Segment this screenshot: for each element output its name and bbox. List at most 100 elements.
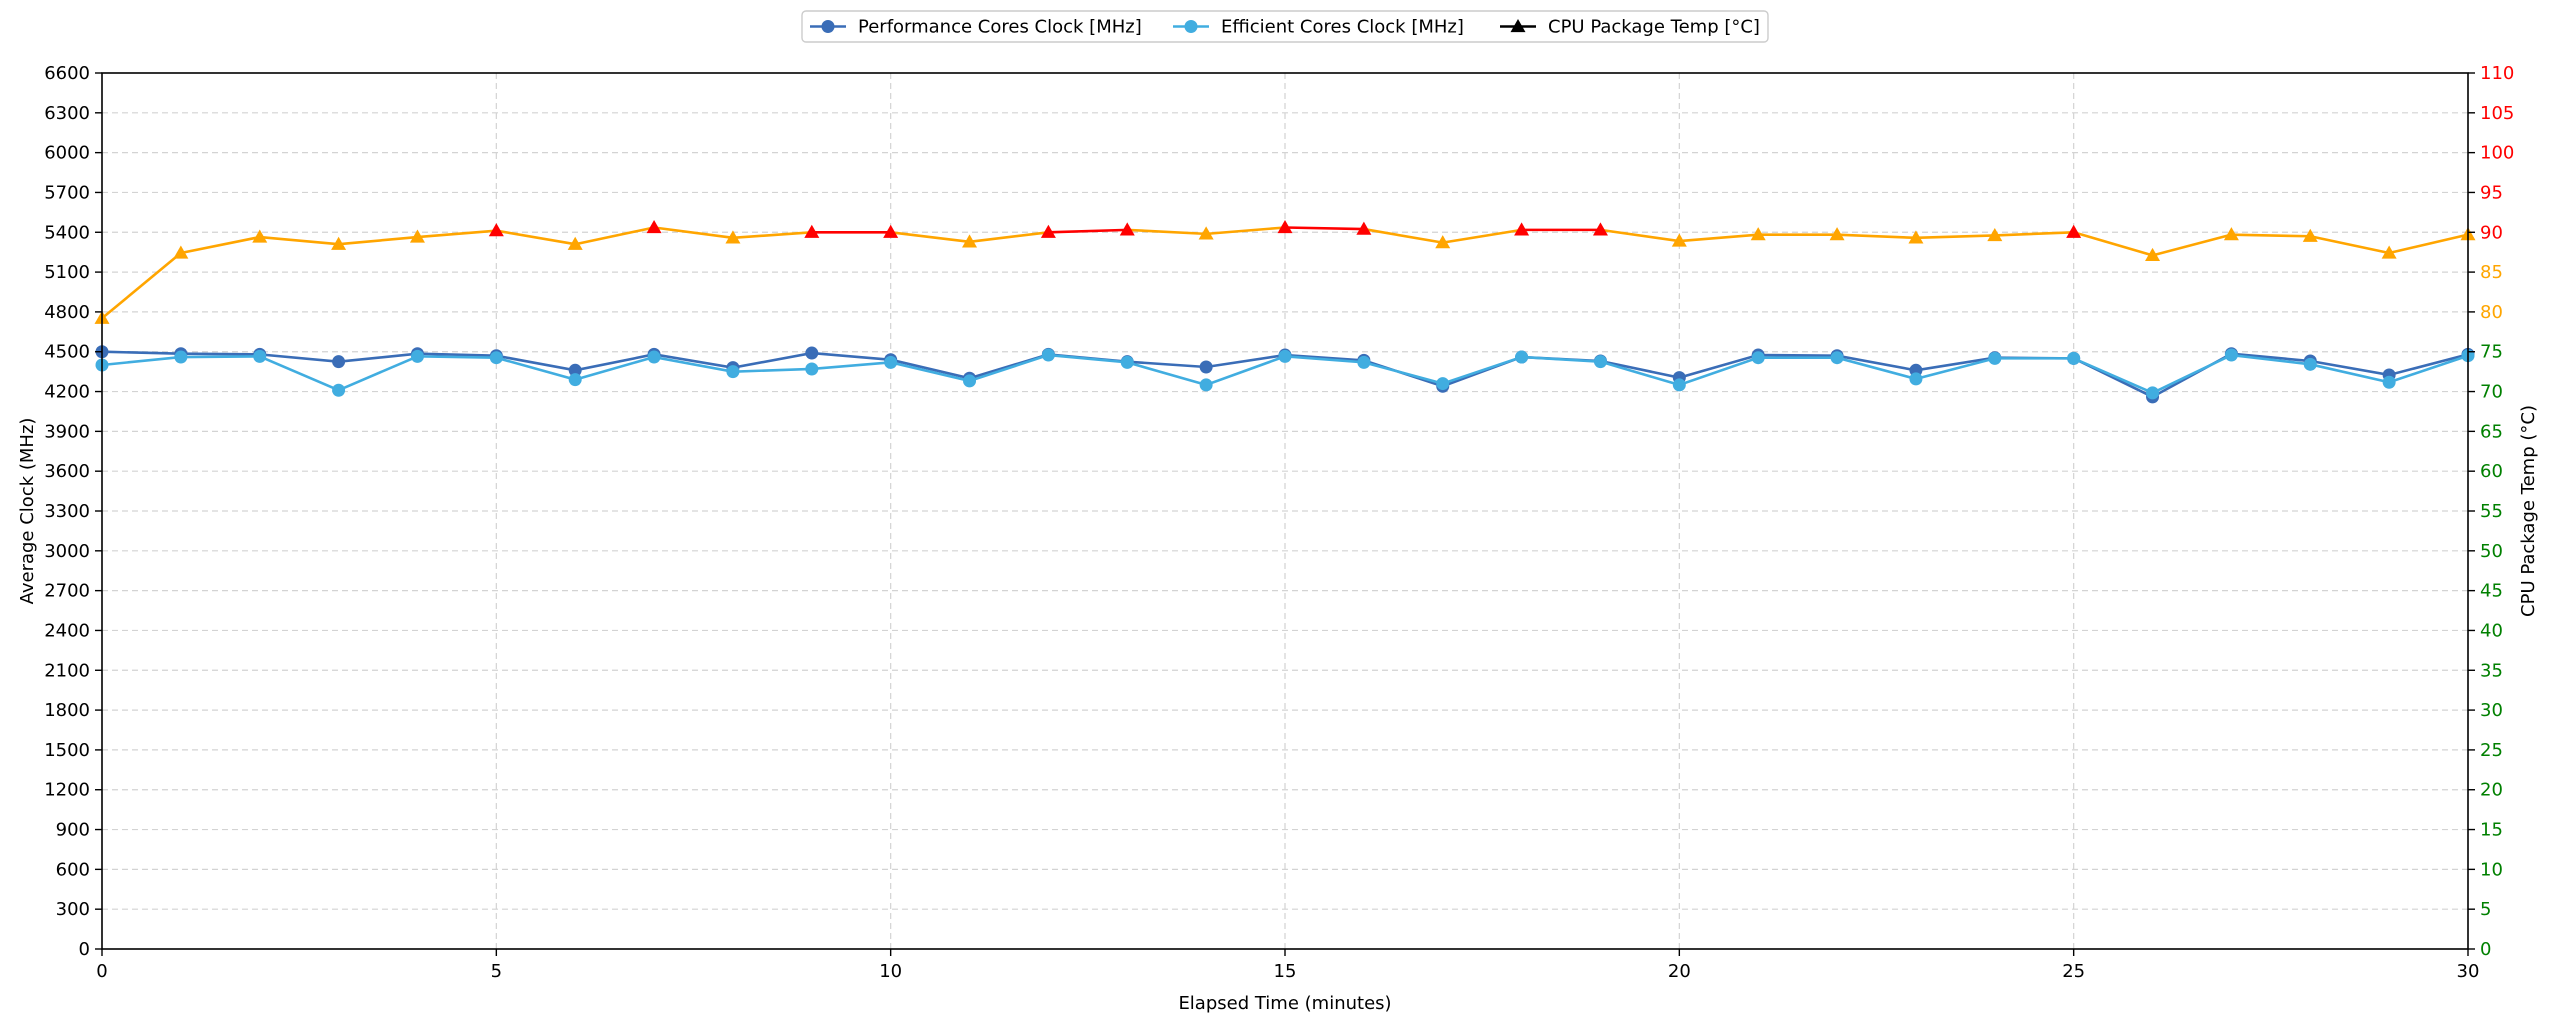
y-left-tick-label: 1800 [44, 700, 90, 721]
y-left-tick-label: 5100 [44, 262, 90, 283]
series-point-1 [332, 383, 346, 397]
temp-line-segment [1206, 226, 1286, 236]
y-left-tick-label: 3300 [44, 501, 90, 522]
temp-line-segment [1679, 233, 1759, 243]
series-point-1 [1436, 377, 1450, 391]
temp-line-segment [180, 235, 260, 255]
temp-line-segment [1915, 234, 1995, 240]
y-left-tick-label: 300 [56, 899, 90, 920]
y-right-tick-label: 75 [2480, 342, 2503, 363]
temp-line-segment [1837, 233, 1916, 240]
temp-line-segment [2152, 233, 2232, 257]
temp-line-segment [574, 226, 655, 246]
y-left-tick-label: 4200 [44, 382, 90, 403]
y-axis-right-label: CPU Package Temp (°C) [2518, 405, 2539, 617]
x-tick-label: 10 [879, 961, 902, 982]
series-point-1 [726, 365, 740, 379]
y-axis-left-label: Average Clock (MHz) [17, 418, 38, 605]
x-tick-label: 25 [2062, 961, 2085, 982]
legend-marker [1510, 19, 1526, 33]
y-right-tick-label: 65 [2480, 421, 2503, 442]
x-tick-label: 0 [96, 961, 107, 982]
y-right-tick-label: 85 [2480, 262, 2503, 283]
y-right-tick-label: 20 [2480, 780, 2503, 801]
temp-line-segment [1600, 228, 1680, 243]
temp-point [725, 230, 741, 244]
series-point-1 [1357, 355, 1371, 369]
y-left-tick-label: 5400 [44, 222, 90, 243]
series-point-1 [2303, 357, 2317, 371]
temp-point [2381, 245, 2397, 259]
legend-label: CPU Package Temp [°C] [1548, 17, 1760, 38]
series-point-1 [1041, 348, 1055, 362]
temp-line-segment [496, 229, 576, 246]
legend: Performance Cores Clock [MHz] Efficient C… [801, 10, 1769, 43]
temp-point [173, 245, 189, 259]
x-tick-label: 15 [1274, 961, 1297, 982]
temp-point [567, 236, 583, 250]
temp-point [1829, 227, 1845, 241]
x-axis: 0 5 10 15 20 25 30 [96, 949, 2479, 982]
y-left-tick-label: 6300 [44, 103, 90, 124]
temp-point [1987, 227, 2003, 242]
temp-point [883, 224, 899, 238]
y-right-tick-label: 35 [2480, 660, 2503, 681]
temp-point [1435, 235, 1451, 249]
series-point-1 [2224, 348, 2238, 362]
series-point-1 [2067, 351, 2081, 365]
temp-line-segment [969, 230, 1049, 244]
temp-point [1198, 226, 1214, 240]
y-right-tick-label: 15 [2480, 820, 2503, 841]
temp-point [1119, 222, 1135, 236]
y-left-tick-label: 2400 [44, 620, 90, 641]
series-point-1 [1909, 372, 1923, 386]
y-left-tick-label: 6600 [44, 63, 90, 84]
series-point-1 [174, 350, 188, 364]
temp-point [804, 224, 820, 238]
y-right-tick-label: 60 [2480, 461, 2503, 482]
y-right-tick-label: 0 [2480, 939, 2491, 960]
legend-label: Efficient Cores Clock [MHz] [1221, 17, 1464, 38]
temp-line-segment [1994, 230, 2074, 237]
temp-point [962, 234, 978, 248]
y-left-tick-label: 1200 [44, 780, 90, 801]
temp-point [409, 229, 425, 243]
y-right-tick-label: 5 [2480, 899, 2491, 920]
series-point-1 [2146, 386, 2160, 400]
y-left-tick-label: 600 [56, 859, 90, 880]
temp-line-segment [259, 235, 339, 246]
y-left-tick-label: 900 [56, 820, 90, 841]
temp-point [646, 219, 662, 234]
y-left-tick-label: 3000 [44, 541, 90, 562]
series-point-0 [1199, 360, 1213, 374]
y-right-tick-label: 90 [2480, 222, 2503, 243]
y-left-tick-label: 6000 [44, 143, 90, 164]
series-point-1 [489, 351, 503, 365]
series-point-1 [805, 362, 819, 376]
temp-point [2302, 228, 2318, 242]
series-point-1 [410, 349, 424, 363]
series-point-1 [884, 355, 898, 369]
y-right-tick-label: 70 [2480, 382, 2503, 403]
temp-line-segment [1048, 228, 1128, 234]
temp-line-segment [338, 235, 418, 246]
temp-line-segment [2309, 234, 2390, 255]
legend-label: Performance Cores Clock [MHz] [858, 17, 1142, 38]
temp-point [252, 229, 268, 243]
series-point-1 [1593, 355, 1607, 369]
series-point-0 [568, 363, 582, 377]
y-right-tick-label: 10 [2480, 859, 2503, 880]
temp-point [2066, 224, 2082, 238]
temp-line-segment [1284, 226, 1364, 231]
y-right-tick-label: 80 [2480, 302, 2503, 323]
temp-point [2145, 247, 2161, 261]
x-axis-label: Elapsed Time (minutes) [1178, 993, 1391, 1014]
temp-point [331, 236, 347, 250]
series-point-1 [1278, 349, 1292, 363]
series-point-1 [568, 373, 582, 387]
series-lines [94, 219, 2476, 404]
series-point-1 [1751, 351, 1765, 365]
temp-line-segment [1127, 228, 1207, 236]
y-right-tick-label: 95 [2480, 182, 2503, 203]
y-left-tick-label: 5700 [44, 182, 90, 203]
